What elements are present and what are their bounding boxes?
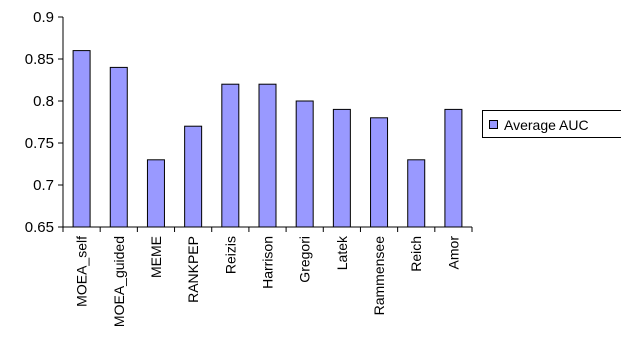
- x-tick-label: Reich: [408, 236, 424, 272]
- x-tick-label: MOEA_self: [74, 236, 90, 307]
- y-tick-label: 0.85: [25, 51, 54, 68]
- y-tick-label: 0.75: [25, 135, 54, 152]
- x-tick-label: Amor: [445, 236, 461, 270]
- y-tick-label: 0.8: [33, 93, 54, 110]
- bar-harrison: [258, 83, 277, 228]
- x-tick-label: RANKPEP: [185, 236, 201, 303]
- bar-reich: [407, 159, 426, 228]
- x-tick-label: Harrison: [260, 236, 276, 289]
- legend-swatch: [489, 120, 498, 129]
- legend-label: Average AUC: [504, 117, 589, 133]
- x-tick-label: MOEA_guided: [111, 236, 127, 327]
- y-tick-label: 0.65: [25, 219, 54, 236]
- x-tick-label: Gregori: [297, 236, 313, 283]
- x-tick-label: Reizis: [222, 236, 238, 274]
- bar-moea-guided: [109, 66, 128, 228]
- bar-rankpep: [184, 125, 203, 228]
- bar-moea-self: [72, 50, 91, 228]
- x-tick-label: MEME: [148, 236, 164, 278]
- x-tick-label: Rammensee: [371, 236, 387, 316]
- x-tick-label: Latek: [334, 235, 350, 270]
- y-tick-label: 0.9: [33, 9, 54, 26]
- bar-gregori: [295, 100, 314, 228]
- bar-amor: [444, 108, 463, 228]
- chart-legend: Average AUC: [482, 110, 621, 138]
- y-tick-label: 0.7: [33, 177, 54, 194]
- bar-reizis: [221, 83, 240, 228]
- bar-rammensee: [370, 117, 389, 228]
- bar-meme: [146, 159, 165, 228]
- bar-latek: [332, 108, 351, 228]
